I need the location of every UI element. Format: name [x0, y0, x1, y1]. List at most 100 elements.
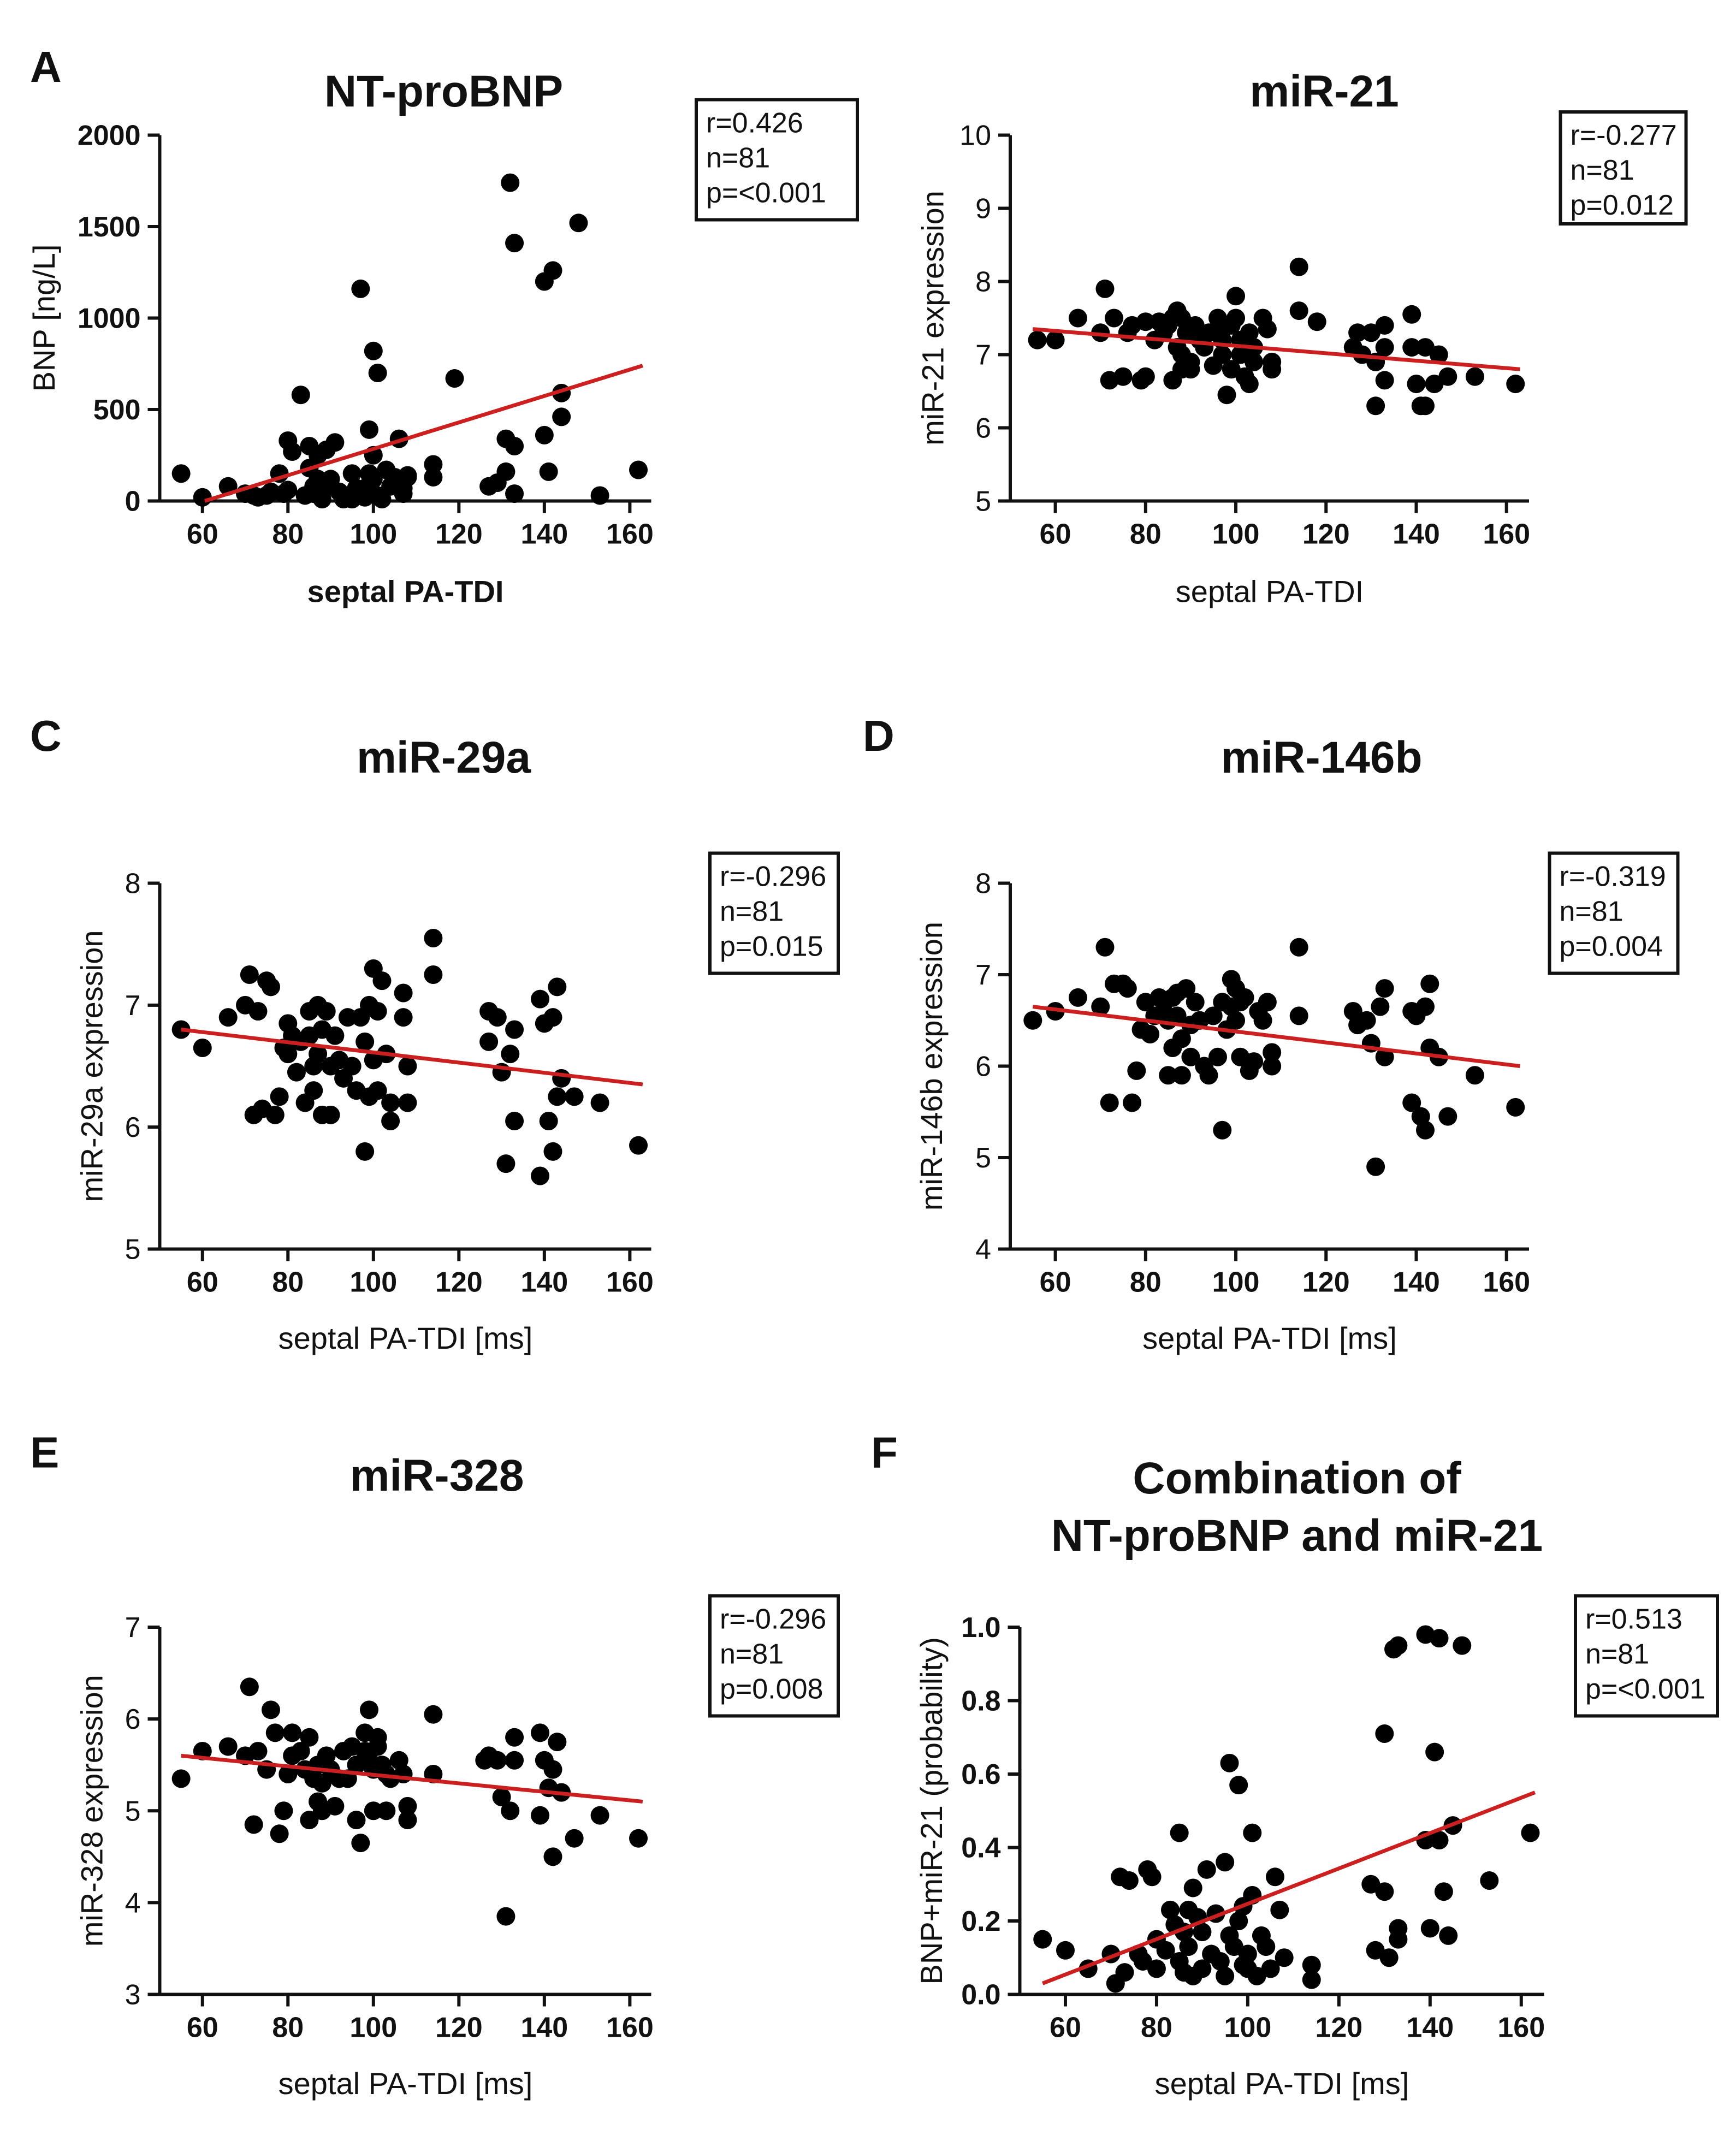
stats-line: p=0.008 — [720, 1674, 823, 1705]
data-point — [565, 1087, 584, 1106]
data-point — [1371, 997, 1390, 1016]
data-point — [1156, 1941, 1175, 1960]
data-point — [1375, 1882, 1394, 1901]
x-tick-label: 80 — [1130, 519, 1162, 550]
data-point — [1275, 1948, 1294, 1967]
stats-box — [708, 851, 840, 975]
data-point — [368, 1081, 387, 1100]
y-tick-label: 0.2 — [961, 1906, 1000, 1937]
data-point — [240, 1677, 259, 1697]
data-point — [552, 1069, 571, 1088]
data-point — [291, 1741, 310, 1760]
x-tick-label: 120 — [435, 1267, 483, 1298]
data-point — [1100, 1093, 1119, 1112]
data-point — [394, 983, 413, 1003]
data-point — [1453, 1636, 1472, 1655]
x-tick-label: 160 — [606, 2012, 654, 2044]
data-point — [304, 1081, 323, 1100]
data-point — [1056, 1941, 1075, 1960]
data-point — [1253, 1011, 1272, 1030]
data-point — [1375, 1047, 1394, 1066]
y-tick-label: 0.4 — [961, 1833, 1000, 1864]
data-point — [377, 1801, 396, 1820]
data-point — [445, 369, 464, 388]
data-point — [424, 929, 443, 947]
data-point — [279, 1045, 298, 1064]
data-point — [1245, 352, 1264, 371]
data-point — [1240, 323, 1259, 342]
data-point — [248, 1741, 268, 1760]
data-point — [398, 1796, 417, 1816]
data-point — [283, 442, 302, 461]
x-tick-label: 120 — [1315, 2012, 1362, 2044]
data-point — [505, 1728, 524, 1747]
data-point — [1227, 309, 1246, 328]
data-point — [1177, 979, 1196, 998]
data-point — [300, 1728, 319, 1747]
data-point — [488, 1751, 507, 1770]
chart-title: miR-21 — [1249, 67, 1399, 116]
data-point — [1430, 1831, 1449, 1850]
data-point — [1521, 1823, 1540, 1842]
stats-line: p=0.015 — [720, 931, 823, 963]
y-tick-label: 8 — [125, 868, 141, 900]
panel-2: miR-21 60 80 100 120 140 160 5 6 7 8 9 10 septal PA-T… — [916, 67, 1688, 609]
data-point — [539, 1112, 558, 1130]
data-point — [300, 1811, 319, 1830]
data-point — [312, 1774, 331, 1793]
y-axis-label: miR-146b expression — [914, 922, 949, 1211]
data-point — [1193, 1959, 1212, 1978]
data-point — [1172, 1066, 1191, 1085]
data-point — [590, 486, 609, 505]
data-point — [342, 490, 362, 509]
y-tick-label: 1.0 — [961, 1612, 1000, 1644]
data-point — [1229, 1912, 1248, 1930]
data-point — [279, 481, 298, 500]
data-point — [244, 1815, 263, 1834]
data-point — [1420, 1919, 1439, 1938]
chart-title: NT-proBNP — [324, 67, 563, 116]
stats-line: r=-0.296 — [720, 1604, 826, 1635]
data-point — [548, 977, 567, 997]
y-tick-label: 7 — [975, 340, 991, 371]
data-point — [342, 464, 362, 483]
y-tick-label: 5 — [125, 1234, 141, 1266]
data-point — [535, 425, 554, 444]
data-point — [1366, 396, 1385, 416]
x-axis-label: septal PA-TDI [ms] — [1142, 1321, 1397, 1355]
data-point — [1434, 1882, 1453, 1901]
data-point — [317, 1002, 336, 1021]
panel-letter: F — [871, 1428, 898, 1477]
data-point — [1208, 1047, 1227, 1066]
data-point — [283, 1723, 302, 1742]
data-point — [171, 464, 191, 483]
data-point — [1183, 1878, 1202, 1897]
data-point — [274, 1801, 293, 1820]
data-point — [368, 1728, 387, 1747]
x-tick-label: 160 — [1483, 519, 1530, 550]
data-point — [359, 420, 378, 439]
data-point — [351, 279, 370, 298]
data-point — [1216, 1853, 1235, 1872]
data-point — [1375, 316, 1394, 335]
data-point — [501, 1801, 520, 1820]
stats-line: p=<0.001 — [706, 177, 826, 209]
data-point — [1142, 1867, 1162, 1887]
data-point — [531, 1806, 550, 1825]
data-point — [1141, 1024, 1160, 1043]
data-point — [1119, 1871, 1139, 1890]
data-point — [1375, 338, 1394, 357]
data-point — [398, 1811, 417, 1830]
data-point — [1199, 1066, 1218, 1085]
data-point — [1439, 1926, 1458, 1945]
x-tick-label: 60 — [1050, 2012, 1081, 2044]
data-point — [1159, 1066, 1178, 1085]
data-point — [372, 971, 392, 991]
data-point — [1033, 1930, 1052, 1949]
y-tick-label: 8 — [975, 868, 991, 900]
data-point — [1127, 1061, 1146, 1080]
x-axis-label: septal PA-TDI [ms] — [279, 2066, 533, 2101]
y-tick-label: 0 — [125, 486, 141, 518]
